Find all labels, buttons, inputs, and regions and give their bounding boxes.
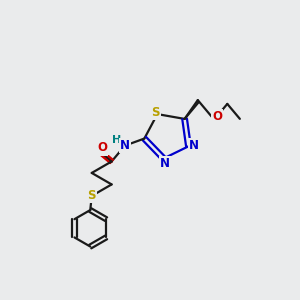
Text: N: N	[160, 157, 170, 170]
Text: H: H	[112, 135, 121, 145]
Text: S: S	[88, 189, 96, 203]
Text: O: O	[97, 142, 107, 154]
Text: N: N	[120, 139, 130, 152]
Text: S: S	[152, 106, 160, 119]
Text: N: N	[189, 139, 199, 152]
Text: O: O	[212, 110, 222, 123]
Text: O: O	[98, 141, 108, 154]
